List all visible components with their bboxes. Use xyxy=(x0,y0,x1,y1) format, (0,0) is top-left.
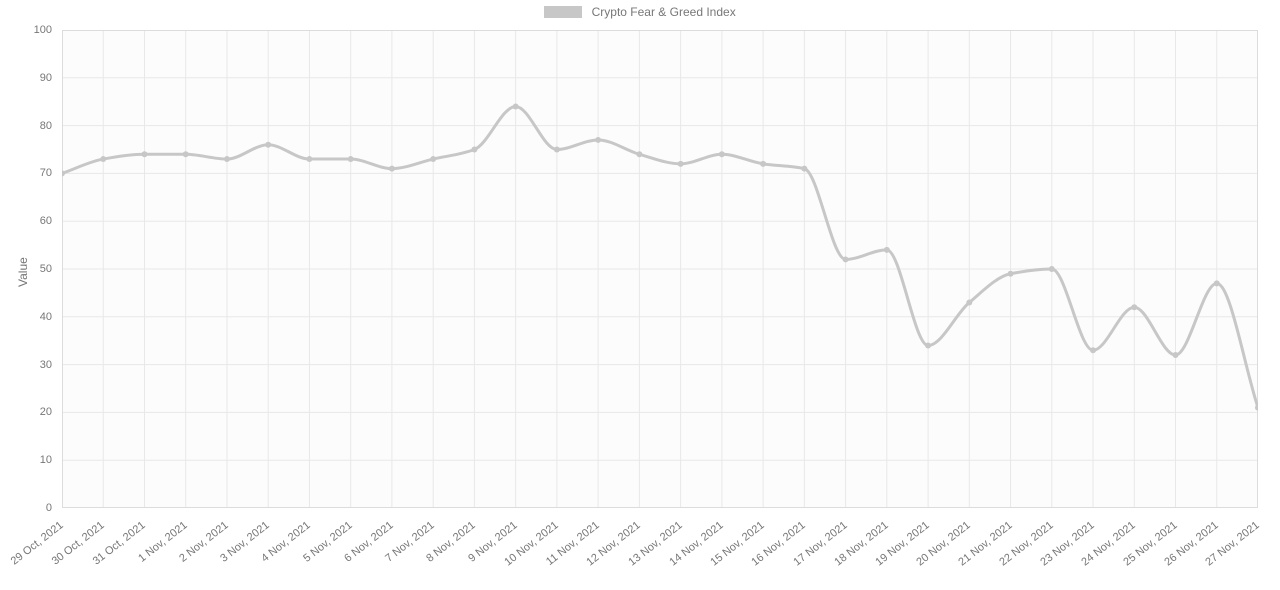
data-point-marker xyxy=(554,147,560,153)
data-point-marker xyxy=(430,156,436,162)
y-tick-label: 50 xyxy=(22,263,52,275)
data-point-marker xyxy=(100,156,106,162)
data-point-marker xyxy=(1049,266,1055,272)
data-point-marker xyxy=(925,342,931,348)
data-point-marker xyxy=(1090,347,1096,353)
data-point-marker xyxy=(1008,271,1014,277)
data-point-marker xyxy=(265,142,271,148)
y-tick-label: 10 xyxy=(22,454,52,466)
y-tick-label: 0 xyxy=(22,502,52,514)
data-point-marker xyxy=(141,151,147,157)
data-point-marker xyxy=(843,256,849,262)
legend-swatch xyxy=(544,6,582,18)
plot-area xyxy=(62,30,1258,508)
data-point-marker xyxy=(389,166,395,172)
legend: Crypto Fear & Greed Index xyxy=(0,4,1280,19)
y-tick-label: 40 xyxy=(22,311,52,323)
y-tick-label: 90 xyxy=(22,72,52,84)
data-point-marker xyxy=(678,161,684,167)
data-point-marker xyxy=(801,166,807,172)
data-point-marker xyxy=(884,247,890,253)
legend-label: Crypto Fear & Greed Index xyxy=(592,5,736,19)
data-point-marker xyxy=(595,137,601,143)
y-tick-label: 100 xyxy=(22,24,52,36)
data-point-marker xyxy=(306,156,312,162)
data-point-marker xyxy=(513,103,519,109)
data-point-marker xyxy=(636,151,642,157)
line-chart-svg xyxy=(62,30,1258,508)
data-point-marker xyxy=(1173,352,1179,358)
y-tick-label: 30 xyxy=(22,359,52,371)
data-point-marker xyxy=(760,161,766,167)
chart-container: Crypto Fear & Greed Index Value 01020304… xyxy=(0,0,1280,583)
data-point-marker xyxy=(719,151,725,157)
data-point-marker xyxy=(1131,304,1137,310)
data-point-marker xyxy=(183,151,189,157)
data-point-marker xyxy=(224,156,230,162)
y-tick-label: 70 xyxy=(22,167,52,179)
data-point-marker xyxy=(348,156,354,162)
y-tick-label: 60 xyxy=(22,215,52,227)
data-point-marker xyxy=(1214,280,1220,286)
data-point-marker xyxy=(471,147,477,153)
data-point-marker xyxy=(966,299,972,305)
y-tick-label: 20 xyxy=(22,406,52,418)
y-tick-label: 80 xyxy=(22,120,52,132)
